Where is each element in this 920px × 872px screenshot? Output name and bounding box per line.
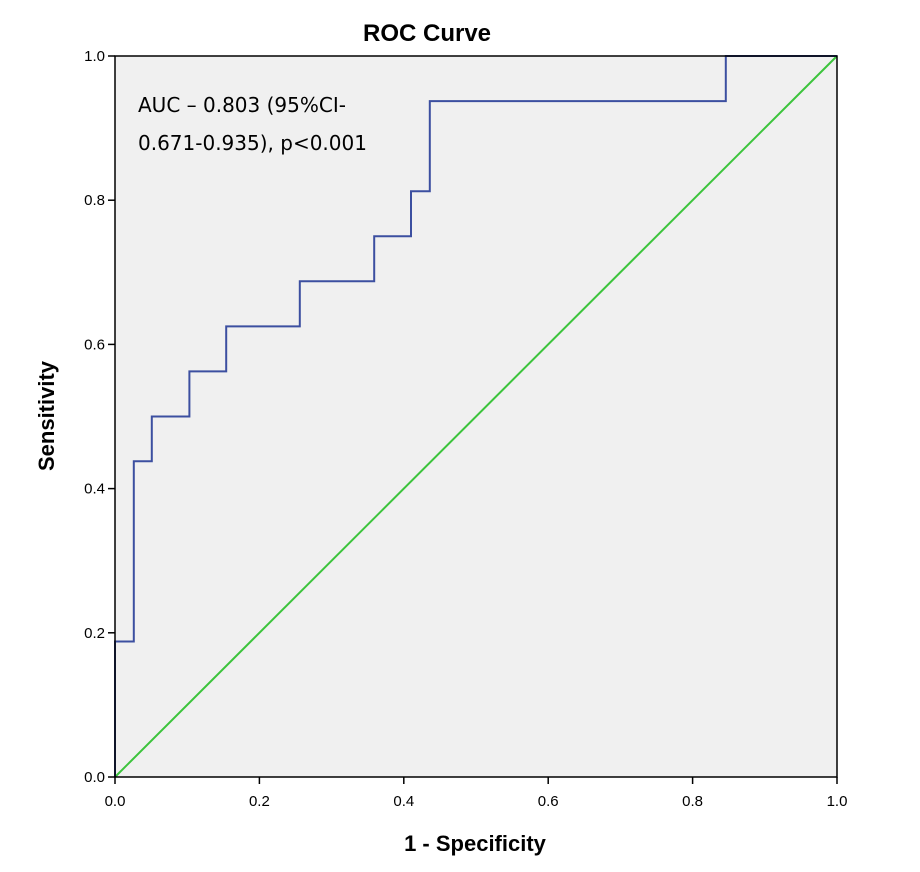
reference-line <box>114 55 838 778</box>
x-axis-label: 1 - Specificity <box>404 831 547 856</box>
y-tick-label: 0.0 <box>84 769 105 786</box>
x-tick-label: 0.2 <box>249 793 270 810</box>
x-tick-label: 0.0 <box>105 793 126 810</box>
auc-annotation-line-2: 0.671-0.935), p<0.001 <box>138 131 367 155</box>
chart-title: ROC Curve <box>363 20 491 47</box>
x-tick-label: 0.8 <box>682 793 703 810</box>
x-tick-label: 1.0 <box>827 793 848 810</box>
x-tick-label: 0.6 <box>538 793 559 810</box>
roc-curve <box>114 55 837 777</box>
plot-frame <box>114 55 838 778</box>
y-tick-label: 0.6 <box>84 336 105 353</box>
y-tick-label: 0.8 <box>84 192 105 209</box>
x-tick-label: 0.4 <box>393 793 414 810</box>
y-tick-label: 1.0 <box>84 48 105 65</box>
y-tick-label: 0.2 <box>84 625 105 642</box>
y-tick-label: 0.4 <box>84 481 105 498</box>
auc-annotation-line-1: AUC – 0.803 (95%CI- <box>138 93 346 117</box>
y-axis-label: Sensitivity <box>34 360 59 471</box>
